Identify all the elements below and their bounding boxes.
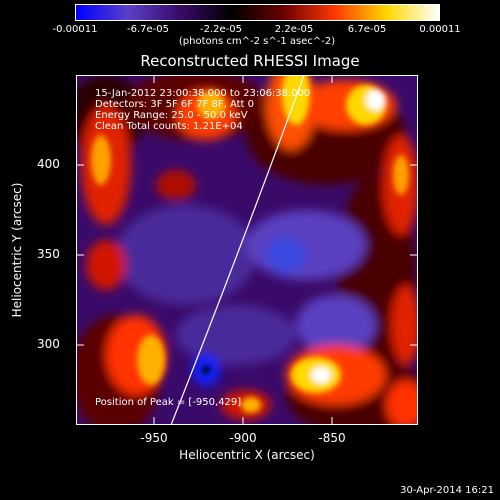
x-tick-label: -850 [318,431,346,445]
x-axis-label: Heliocentric X (arcsec) [179,448,315,462]
y-tick-label: 350 [37,247,60,261]
footer-timestamp: 30-Apr-2014 16:21 [400,485,494,496]
plot-title: Reconstructed RHESSI Image [140,52,360,70]
colorbar-units: (photons cm^-2 s^-1 asec^-2) [178,36,336,47]
colorbar-tick-label: -2.2e-05 [200,24,242,35]
rhessi-image [76,75,418,425]
colorbar [75,4,440,21]
info-energy: Energy Range: 25.0 - 50.0 keV [95,110,248,121]
rhessi-image-canvas [76,75,418,425]
colorbar-tick-label: 0.00011 [419,24,461,35]
info-detectors: Detectors: 3F 5F 6F 7F 8F, Att 0 [95,99,255,110]
colorbar-tick-label: 6.7e-05 [347,24,387,35]
info-time: 15-Jan-2012 23:00:38.000 to 23:06:38.000 [95,88,311,99]
y-tick-label: 400 [37,157,60,171]
y-axis-label: Heliocentric Y (arcsec) [10,182,24,318]
y-tick-label: 300 [37,337,60,351]
peak-position: Position of Peak = [-950,429] [95,397,242,408]
colorbar-tick-label: -6.7e-05 [127,24,169,35]
colorbar-tick-label: 2.2e-05 [274,24,314,35]
info-clean: Clean Total counts: 1.21E+04 [95,121,243,132]
x-tick-label: -900 [229,431,257,445]
x-tick-label: -950 [140,431,168,445]
colorbar-tick-label: -0.00011 [52,24,98,35]
